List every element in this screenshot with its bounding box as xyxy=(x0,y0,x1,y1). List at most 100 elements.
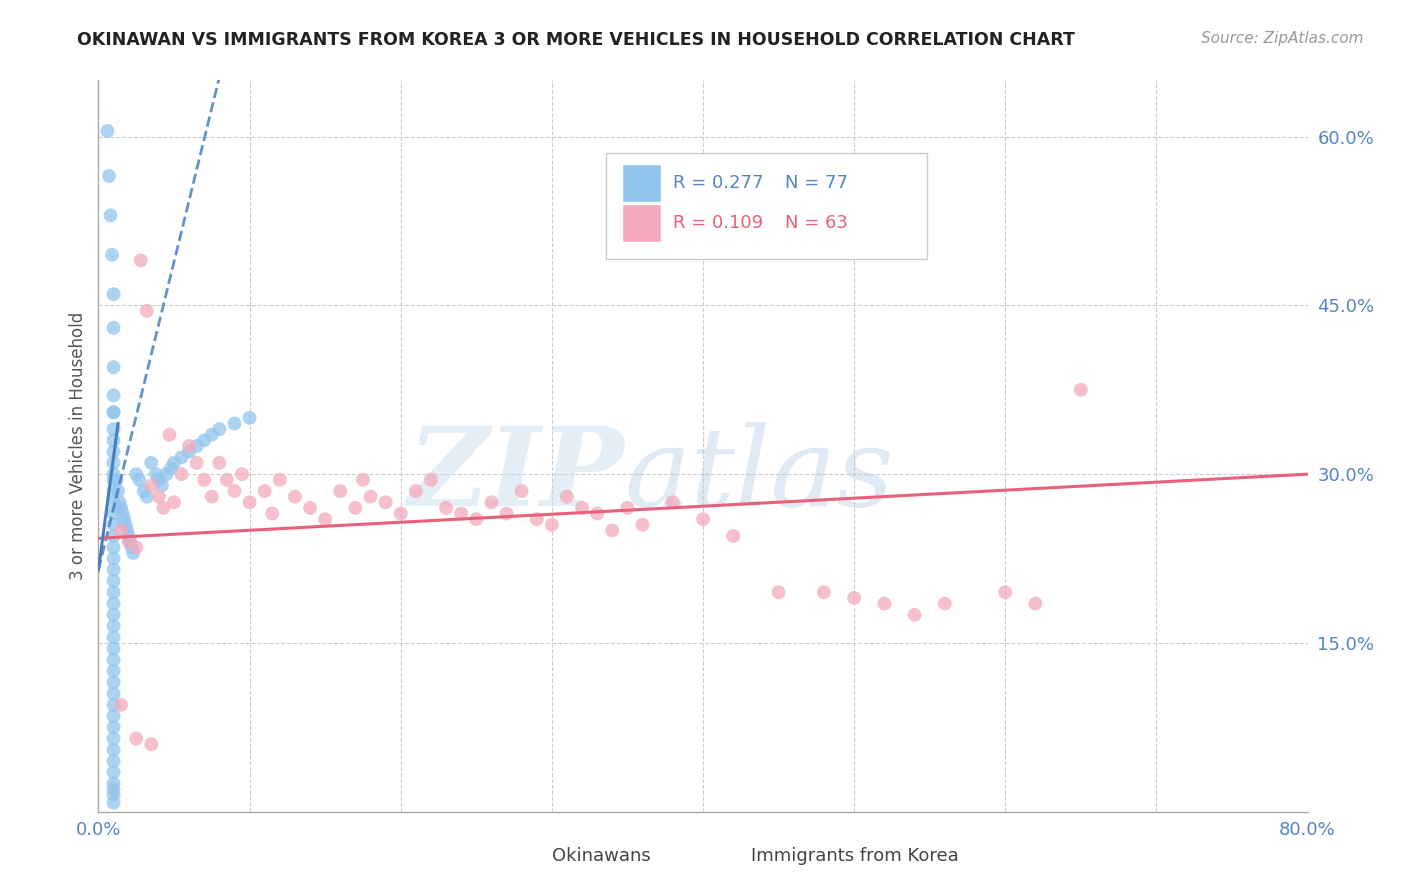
Point xyxy=(262,507,284,521)
Point xyxy=(141,456,163,470)
Point xyxy=(135,490,157,504)
Point xyxy=(215,473,238,487)
Point xyxy=(179,444,201,458)
Point xyxy=(103,507,125,521)
Point xyxy=(450,507,472,521)
Point xyxy=(163,456,186,470)
Point xyxy=(107,483,129,498)
Point xyxy=(299,500,322,515)
Point xyxy=(994,585,1017,599)
Point xyxy=(616,500,638,515)
Text: OKINAWAN VS IMMIGRANTS FROM KOREA 3 OR MORE VEHICLES IN HOUSEHOLD CORRELATION CH: OKINAWAN VS IMMIGRANTS FROM KOREA 3 OR M… xyxy=(77,31,1076,49)
Point xyxy=(103,607,125,622)
Point xyxy=(120,534,142,549)
Point xyxy=(103,483,125,498)
Point xyxy=(103,541,125,555)
Point xyxy=(103,495,125,509)
Point xyxy=(125,731,148,746)
Point xyxy=(103,776,125,790)
FancyBboxPatch shape xyxy=(606,153,927,260)
Point xyxy=(114,517,136,532)
Point xyxy=(374,495,396,509)
Point xyxy=(586,507,609,521)
Point xyxy=(329,483,352,498)
Point xyxy=(103,456,125,470)
Point xyxy=(768,585,790,599)
Point xyxy=(141,737,163,751)
FancyBboxPatch shape xyxy=(621,163,661,202)
Point xyxy=(904,607,927,622)
Point xyxy=(141,478,163,492)
Point xyxy=(103,754,125,768)
Point xyxy=(121,541,143,555)
Point xyxy=(103,782,125,797)
Text: N = 63: N = 63 xyxy=(785,214,848,232)
Point xyxy=(934,597,956,611)
Point xyxy=(100,208,122,222)
Point xyxy=(103,321,125,335)
Point xyxy=(103,788,125,802)
Point xyxy=(103,731,125,746)
Point xyxy=(103,467,125,482)
Text: N = 77: N = 77 xyxy=(785,174,848,192)
Point xyxy=(148,473,170,487)
Point xyxy=(405,483,427,498)
Point xyxy=(103,765,125,780)
Point xyxy=(125,467,148,482)
Point xyxy=(163,495,186,509)
Point xyxy=(103,664,125,678)
Point xyxy=(481,495,503,509)
Point xyxy=(239,495,262,509)
Point xyxy=(344,500,367,515)
Point xyxy=(112,512,135,526)
Point xyxy=(269,473,291,487)
Point xyxy=(148,490,170,504)
Point xyxy=(103,743,125,757)
FancyBboxPatch shape xyxy=(713,842,744,870)
Point xyxy=(103,360,125,375)
Point xyxy=(193,434,215,448)
Point xyxy=(155,467,177,482)
Point xyxy=(201,490,224,504)
Point xyxy=(465,512,488,526)
Point xyxy=(1070,383,1092,397)
Text: atlas: atlas xyxy=(624,422,894,529)
Point xyxy=(555,490,578,504)
Point xyxy=(125,541,148,555)
Point xyxy=(179,439,201,453)
Point xyxy=(1024,597,1046,611)
Point xyxy=(105,473,128,487)
Point xyxy=(103,517,125,532)
Point xyxy=(115,524,138,538)
Point xyxy=(150,478,173,492)
Point xyxy=(692,512,714,526)
Point xyxy=(495,507,517,521)
Point xyxy=(314,512,336,526)
Y-axis label: 3 or more Vehicles in Household: 3 or more Vehicles in Household xyxy=(69,312,87,580)
Point xyxy=(193,473,215,487)
Point xyxy=(723,529,745,543)
Point xyxy=(103,473,125,487)
Point xyxy=(135,304,157,318)
Point xyxy=(602,524,624,538)
Point xyxy=(844,591,866,605)
Point xyxy=(152,500,174,515)
Point xyxy=(103,444,125,458)
Point xyxy=(103,529,125,543)
Point xyxy=(103,551,125,566)
Point xyxy=(239,410,262,425)
Point xyxy=(103,630,125,644)
Point xyxy=(98,169,121,183)
Point xyxy=(389,507,412,521)
Point xyxy=(631,517,654,532)
Point xyxy=(103,287,125,301)
Point xyxy=(103,563,125,577)
Point xyxy=(103,434,125,448)
Point xyxy=(186,439,208,453)
Point xyxy=(101,248,124,262)
Point xyxy=(111,507,134,521)
Point xyxy=(159,427,181,442)
Point xyxy=(208,456,231,470)
Point xyxy=(571,500,593,515)
Point xyxy=(110,500,132,515)
